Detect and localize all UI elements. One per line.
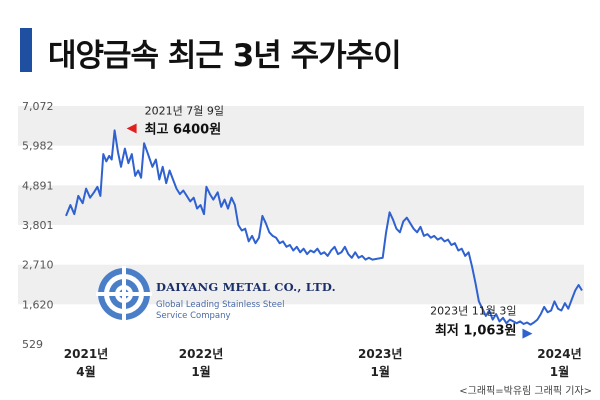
low-date-label: 2023년 11월 3일 — [430, 304, 516, 318]
company-logo: DAIYANG METAL CO., LTD. Global Leading S… — [96, 262, 336, 334]
low-value-label: 최저 1,063원 — [435, 324, 517, 339]
x-tick-year: 2024년 — [537, 347, 581, 361]
y-tick-label: 7,072 — [22, 100, 54, 113]
logo-company-name: DAIYANG METAL CO., LTD. — [156, 280, 336, 294]
y-tick-label: 2,710 — [22, 259, 54, 272]
y-tick-label: 5,982 — [22, 140, 54, 153]
high-date-label: 2021년 7월 9일 — [145, 103, 224, 117]
x-tick-month: 1월 — [371, 364, 390, 379]
y-tick-label: 529 — [22, 338, 43, 351]
high-marker-icon — [126, 123, 137, 134]
y-tick-label: 1,620 — [22, 298, 54, 311]
high-value-label: 최고 6400원 — [145, 122, 222, 137]
low-marker-icon — [522, 328, 533, 339]
chart-title: 대양금속 최근 3년 주가추이 — [48, 38, 402, 74]
title-accent-bar — [20, 28, 32, 72]
grid-band — [18, 185, 584, 225]
x-tick-month: 1월 — [550, 364, 569, 379]
x-tick-year: 2023년 — [358, 347, 402, 361]
y-tick-label: 4,891 — [22, 179, 54, 192]
x-tick-year: 2022년 — [179, 347, 223, 361]
logo-target-icon — [96, 266, 152, 322]
logo-tagline-2: Service Company — [156, 311, 231, 321]
x-tick-month: 1월 — [191, 364, 210, 379]
x-tick-year: 2021년 — [64, 347, 108, 361]
x-tick-month: 4월 — [76, 364, 95, 379]
grid-band — [18, 106, 584, 146]
price-line — [65, 129, 583, 326]
graphic-credit: <그래픽=박유림 그래픽 기자> — [459, 386, 592, 397]
y-tick-label: 3,801 — [22, 219, 54, 232]
logo-tagline-1: Global Leading Stainless Steel — [156, 300, 285, 310]
